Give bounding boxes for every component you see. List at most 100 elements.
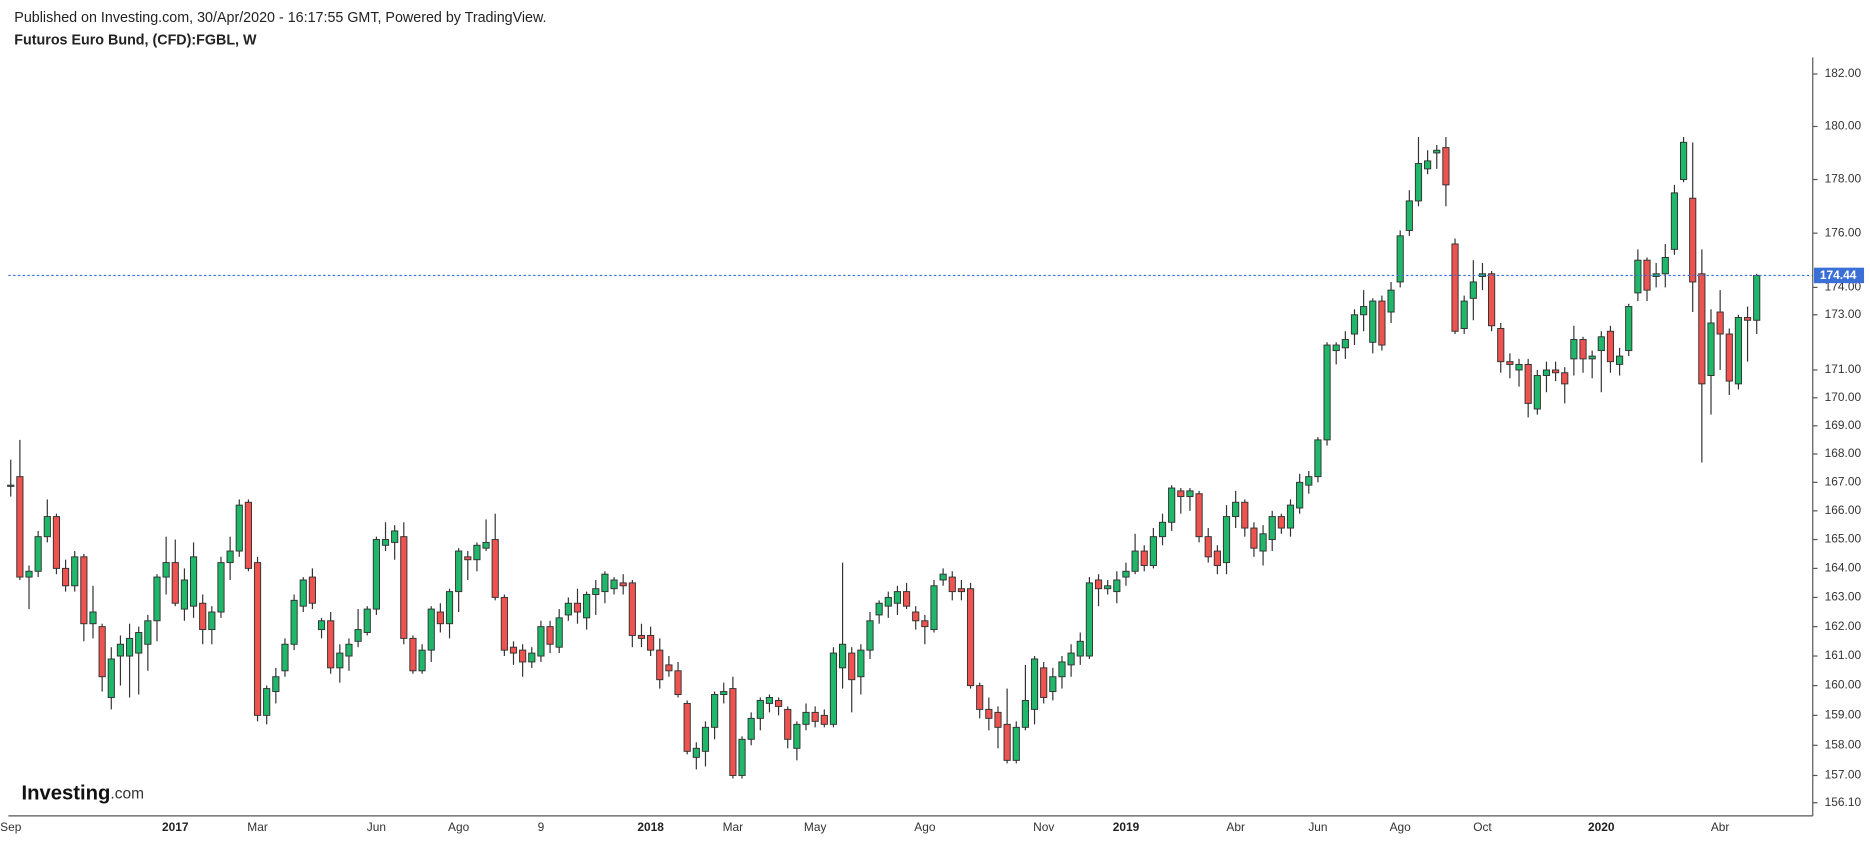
candle-body	[1250, 527, 1258, 549]
y-tick-label: 182.00	[1825, 66, 1862, 80]
candle-body	[1378, 300, 1386, 346]
candle-body	[1305, 476, 1313, 486]
candle-body	[1085, 582, 1093, 657]
plot-area: 182.00180.00178.00176.00174.00173.00171.…	[0, 66, 1865, 834]
candle-body	[1689, 197, 1697, 283]
candle-body	[930, 585, 938, 631]
candle-body	[537, 626, 545, 657]
x-tick-label: Ago	[1390, 820, 1412, 834]
candle-body	[107, 658, 115, 698]
candle-body	[866, 620, 874, 651]
candle-body	[1259, 533, 1267, 552]
candle-body	[1753, 274, 1761, 321]
candle-body	[1588, 355, 1596, 360]
candle-body	[701, 726, 710, 752]
candle-body	[573, 602, 582, 613]
x-tick-label: Jun	[367, 820, 386, 834]
y-tick-label: 169.00	[1825, 418, 1862, 432]
x-tick-label: Sep	[0, 820, 22, 834]
y-tick-label: 167.00	[1825, 474, 1862, 488]
candle-body	[61, 567, 70, 587]
candle-body	[354, 629, 362, 642]
candle-body	[116, 643, 125, 657]
candle-body	[1131, 550, 1139, 572]
candle-body	[1168, 487, 1176, 523]
candle-body	[372, 539, 380, 610]
y-tick-label: 163.00	[1825, 590, 1862, 604]
y-tick-label: 157.00	[1825, 768, 1862, 782]
candle-body	[509, 646, 518, 654]
candle-body	[436, 611, 444, 625]
candle-body	[125, 637, 134, 657]
candle-body	[939, 573, 947, 581]
candle-body	[308, 576, 316, 604]
candle-body	[290, 599, 298, 645]
candle-body	[1213, 550, 1221, 566]
candle-body	[1497, 328, 1505, 363]
candle-body	[1177, 490, 1185, 498]
candle-body	[1158, 521, 1167, 538]
candle-body	[1460, 300, 1468, 329]
candle-body	[756, 699, 764, 719]
candle-body	[665, 664, 673, 672]
candle-body	[1743, 317, 1752, 321]
candle-body	[765, 697, 774, 704]
candle-body	[674, 670, 682, 695]
x-tick-label: 2017	[162, 820, 189, 834]
candle-body	[226, 550, 234, 564]
y-tick-label: 158.00	[1825, 737, 1862, 751]
y-tick-label: 171.00	[1825, 362, 1862, 376]
candle-body	[729, 688, 737, 776]
candle-body	[409, 637, 417, 672]
x-tick-label: Oct	[1473, 820, 1492, 834]
candle-body	[738, 738, 746, 776]
candle-body	[1286, 504, 1295, 529]
candle-body	[299, 579, 307, 607]
candle-body	[519, 649, 527, 663]
candle-body	[1076, 640, 1084, 657]
candle-body	[848, 652, 856, 681]
candle-body	[1414, 163, 1423, 202]
candle-body	[16, 476, 24, 578]
candle-body	[235, 504, 243, 552]
candle-body	[199, 602, 207, 631]
x-tick-label: Jun	[1308, 820, 1327, 834]
candle-body	[976, 685, 984, 710]
y-tick-label: 156.10	[1825, 795, 1862, 809]
candle-body	[1332, 344, 1340, 352]
candle-body	[1670, 192, 1679, 250]
candle-body	[1698, 273, 1706, 385]
candle-body	[1515, 363, 1523, 371]
candle-body	[1533, 375, 1541, 410]
candle-body	[1268, 516, 1276, 541]
candle-body	[711, 694, 719, 728]
y-tick-label: 176.00	[1825, 225, 1862, 239]
candle-body	[1030, 658, 1039, 710]
candle-body	[1552, 369, 1560, 374]
candle-body	[1707, 322, 1715, 377]
candle-body	[1506, 361, 1514, 365]
candle-body	[912, 611, 920, 622]
y-tick-label: 180.00	[1825, 119, 1862, 133]
candle-body	[1058, 661, 1066, 678]
candle-body	[1625, 306, 1633, 352]
candle-body	[884, 596, 892, 607]
candle-body	[747, 717, 755, 740]
candle-body	[829, 652, 838, 725]
published-line: Published on Investing.com, 30/Apr/2020 …	[14, 10, 546, 26]
logo-name: Investing	[21, 783, 110, 805]
candle-body	[1341, 339, 1349, 349]
candle-body	[647, 634, 655, 651]
candle-body	[1542, 369, 1551, 377]
last-price-label: 174.44	[1820, 268, 1857, 282]
y-tick-label: 166.00	[1825, 503, 1862, 517]
candle-body	[1734, 317, 1743, 385]
candle-body	[1186, 490, 1194, 498]
candle-body	[1679, 141, 1688, 180]
x-tick-label: 2019	[1113, 820, 1140, 834]
candle-body	[985, 708, 993, 719]
candle-body	[793, 723, 801, 749]
candle-body	[601, 573, 609, 593]
candle-body	[381, 539, 390, 546]
